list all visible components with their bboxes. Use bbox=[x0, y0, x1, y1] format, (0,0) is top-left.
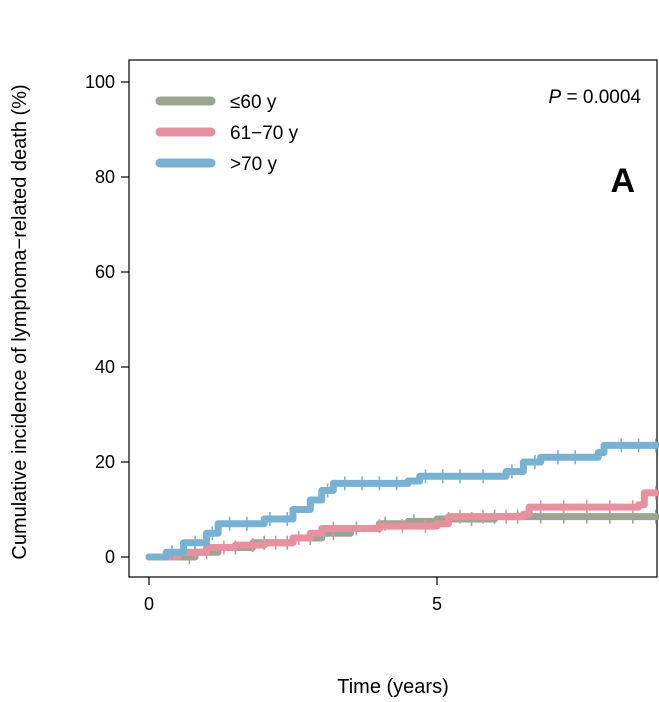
series-layer bbox=[145, 438, 659, 564]
legend-label: ≤60 y bbox=[230, 92, 277, 113]
x-axis: 051015 bbox=[144, 577, 442, 614]
series-0 bbox=[145, 509, 659, 564]
legend-label: >70 y bbox=[230, 154, 278, 175]
plot-frame bbox=[128, 59, 658, 578]
x-tick-label: 5 bbox=[432, 594, 442, 614]
panel-label: A bbox=[610, 162, 635, 200]
y-tick-label: 60 bbox=[95, 262, 115, 282]
legend: ≤60 y 61−70 y >70 y bbox=[155, 92, 299, 175]
series-2 bbox=[145, 438, 659, 561]
y-axis-title: Cumulative incidence of lymphoma−related… bbox=[9, 84, 31, 559]
plot-border bbox=[128, 59, 658, 578]
legend-label: 61−70 y bbox=[230, 123, 299, 144]
x-tick-label: 0 bbox=[144, 594, 154, 614]
y-axis: 0 20 40 60 80 100 bbox=[85, 72, 129, 567]
p-value-annotation: P = 0.0004 bbox=[549, 87, 642, 108]
series-line bbox=[145, 489, 659, 561]
x-axis-title: Time (years) bbox=[337, 676, 448, 698]
series-1 bbox=[145, 485, 659, 561]
y-tick-label: 100 bbox=[85, 72, 115, 92]
p-value-text: = 0.0004 bbox=[561, 87, 641, 108]
y-tick-label: 0 bbox=[105, 547, 115, 567]
y-tick-label: 20 bbox=[95, 452, 115, 472]
p-value-symbol: P bbox=[549, 87, 562, 108]
y-tick-label: 80 bbox=[95, 167, 115, 187]
y-tick-label: 40 bbox=[95, 357, 115, 377]
